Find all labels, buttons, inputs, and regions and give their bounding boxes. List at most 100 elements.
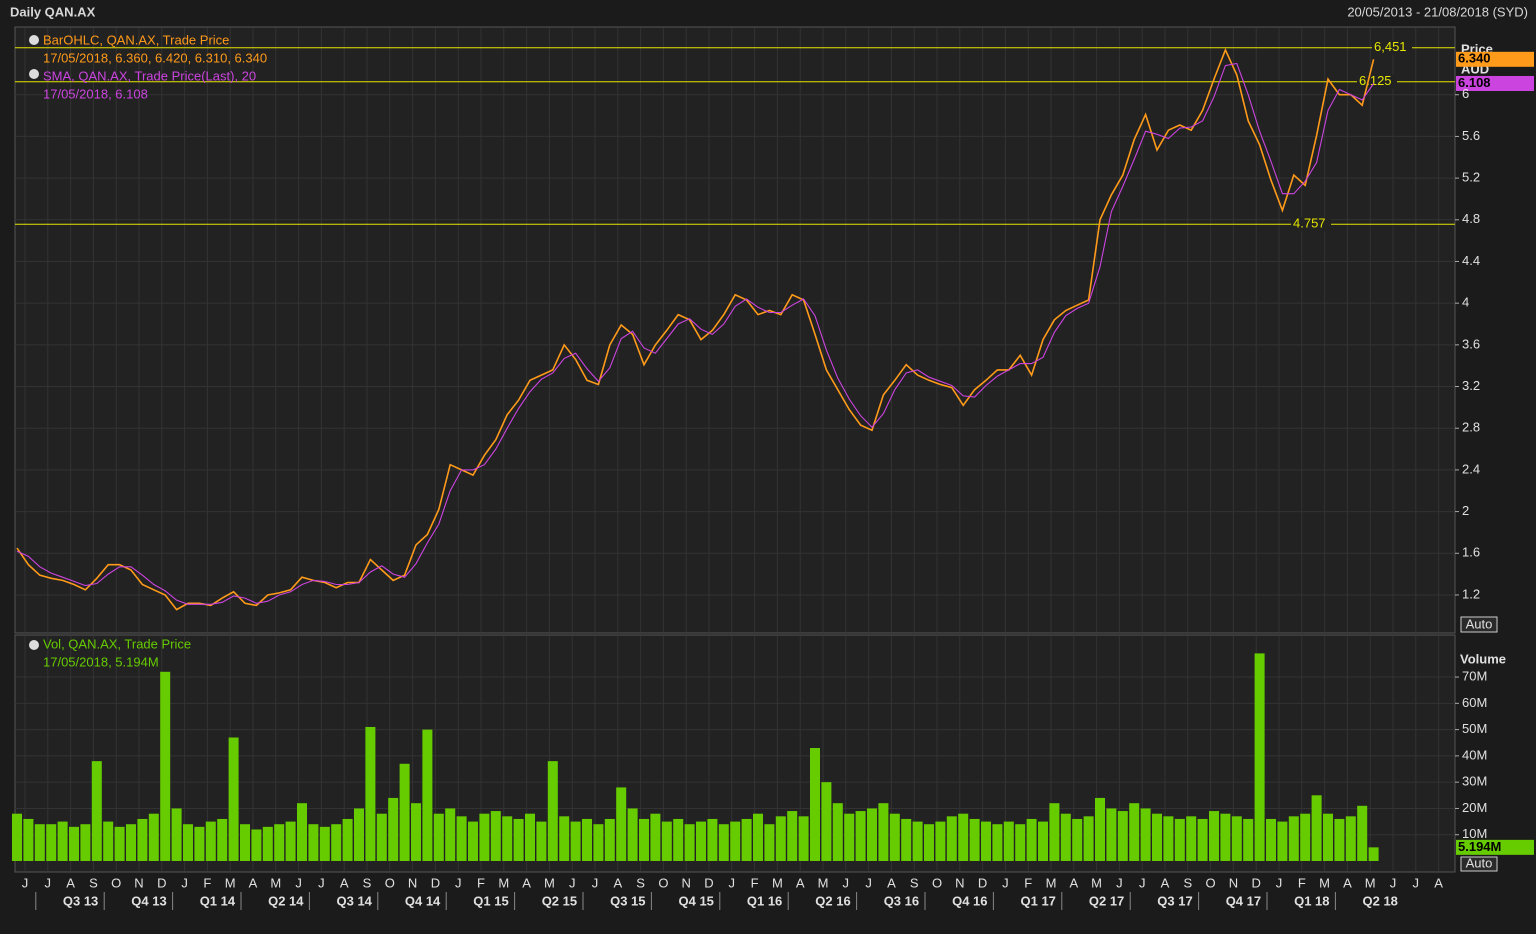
y-tick-label: 1.6 <box>1462 545 1480 560</box>
y-tick-label: 60M <box>1462 695 1487 710</box>
legend-detail: 17/05/2018, 6.360, 6.420, 6.310, 6.340 <box>43 50 267 65</box>
price-line <box>16 62 1375 605</box>
y-tick-label: 2 <box>1462 503 1469 518</box>
quarter-label: Q2 16 <box>815 893 850 908</box>
x-tick-label: A <box>796 875 805 890</box>
x-tick-label: J <box>318 875 325 890</box>
volume-bar <box>981 821 991 861</box>
volume-bar <box>217 818 228 861</box>
x-tick-label: A <box>249 875 258 890</box>
y-tick-label: 50M <box>1462 721 1487 736</box>
last-value-label: 5.194M <box>1458 839 1501 854</box>
y-tick-label: 3.6 <box>1462 336 1480 351</box>
quarter-label: Q1 14 <box>200 893 236 908</box>
volume-bar <box>604 818 615 861</box>
volume-bar <box>262 826 273 861</box>
x-tick-label: J <box>1413 875 1420 890</box>
x-tick-label: N <box>134 875 143 890</box>
volume-bar <box>878 803 889 861</box>
volume-bar <box>365 726 376 861</box>
volume-bar <box>297 803 307 861</box>
scale-button[interactable] <box>1460 616 1498 633</box>
x-tick-label: S <box>363 875 372 890</box>
x-tick-label: A <box>1161 875 1170 890</box>
x-tick-label: S <box>910 875 919 890</box>
x-tick-label: A <box>887 875 896 890</box>
volume-bar <box>639 818 649 861</box>
x-tick-label: D <box>157 875 166 890</box>
quarter-label: Q1 18 <box>1294 893 1329 908</box>
y-tick-label: 3.2 <box>1462 378 1480 393</box>
legend-icon[interactable] <box>29 640 39 650</box>
x-tick-label: N <box>1229 875 1238 890</box>
volume-bar <box>1266 818 1276 861</box>
volume-bar <box>513 818 524 861</box>
scale-button[interactable] <box>1460 856 1498 872</box>
marks: 6,451 6.125 4.757 <box>12 39 1455 861</box>
volume-bar <box>1277 821 1288 861</box>
volume-bar <box>696 821 706 861</box>
volume-bar <box>810 748 820 861</box>
volume-bar <box>479 813 490 861</box>
volume-bar <box>1334 818 1345 861</box>
x-tick-label: J <box>592 875 599 890</box>
x-tick-label: D <box>978 875 987 890</box>
last-value-tag <box>1456 51 1534 67</box>
volume-bar <box>844 813 855 861</box>
x-tick-label: N <box>955 875 964 890</box>
volume-bar <box>23 818 34 861</box>
x-tick-label: J <box>865 875 872 890</box>
scale-button-label[interactable]: Auto <box>1466 616 1493 631</box>
y-tick-label: 10M <box>1462 826 1487 841</box>
volume-bar <box>1163 816 1174 861</box>
volume-bar <box>764 824 775 861</box>
date-range: 20/05/2013 - 21/08/2018 (SYD) <box>1347 4 1528 19</box>
x-tick-label: J <box>1116 875 1123 890</box>
y-tick-label: 30M <box>1462 774 1487 789</box>
y-tick-label: 5.6 <box>1462 128 1480 143</box>
last-value-label: 6.108 <box>1458 75 1491 90</box>
volume-bar <box>1152 813 1162 861</box>
volume-bar <box>741 818 752 861</box>
volume-bar <box>1038 821 1048 861</box>
x-tick-label: N <box>408 875 417 890</box>
legend-icon[interactable] <box>29 35 39 45</box>
quarter-label: Q2 15 <box>542 893 577 908</box>
legend-icon[interactable] <box>29 69 39 79</box>
volume-bar <box>137 818 148 861</box>
volume-bar <box>171 808 182 861</box>
quarter-label: Q3 15 <box>610 893 645 908</box>
quarter-label: Q4 17 <box>1226 893 1261 908</box>
volume-bar <box>422 729 433 861</box>
volume-bar <box>1311 795 1322 861</box>
x-tick-label: O <box>658 875 668 890</box>
volume-bar <box>160 671 171 861</box>
volume-bar <box>1288 816 1299 861</box>
volume-bar <box>354 808 364 861</box>
volume-bar <box>1049 803 1060 861</box>
volume-bar <box>1060 813 1071 861</box>
volume-bar <box>1186 816 1197 861</box>
chart-title: Daily QAN.AX <box>10 4 96 19</box>
volume-bar <box>718 824 729 861</box>
last-value-tag <box>1456 839 1534 855</box>
volume-bar <box>969 818 980 861</box>
volume-bar <box>684 824 695 861</box>
scale-button-label[interactable]: Auto <box>1466 855 1493 870</box>
volume-bar <box>12 813 22 861</box>
volume-bar <box>319 826 330 861</box>
x-tick-label: N <box>682 875 691 890</box>
volume-bar <box>1083 816 1094 861</box>
volume-bar <box>126 824 136 861</box>
x-tick-label: O <box>1206 875 1216 890</box>
quarter-label: Q4 13 <box>131 893 166 908</box>
x-tick-label: S <box>1183 875 1192 890</box>
x-tick-label: A <box>613 875 622 890</box>
x-tick-label: O <box>111 875 121 890</box>
legend-entry: BarOHLC, QAN.AX, Trade Price <box>43 32 229 47</box>
reference-label: 4.757 <box>1293 216 1326 231</box>
volume-bar <box>1323 813 1333 861</box>
volume-bar <box>753 813 763 861</box>
volume-bar <box>832 803 843 861</box>
volume-bar <box>901 818 912 861</box>
